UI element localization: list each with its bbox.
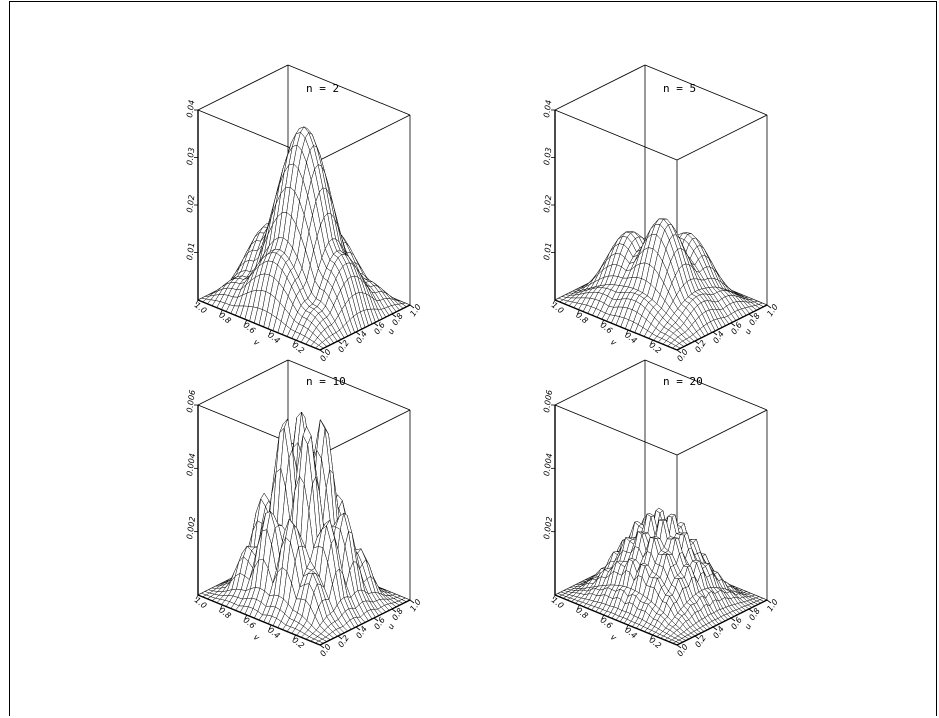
z-tick-label: 0.002 (185, 516, 197, 540)
box-edge (554, 359, 646, 406)
u-tick (409, 304, 415, 309)
v-tick (293, 339, 296, 345)
axis-line (197, 299, 321, 351)
z-tick-label: 0.03 (185, 147, 196, 166)
u-axis-label: u (386, 327, 396, 336)
z-tick-label: 0.01 (542, 242, 553, 261)
z-tick-label: 0.002 (542, 516, 554, 540)
surface-panel-4: n = 200.00.20.40.60.81.0u1.00.80.60.40.2… (542, 359, 780, 658)
z-tick-label: 0.006 (542, 389, 554, 413)
z-tick-label: 0.04 (185, 99, 196, 118)
surface-panel-1: n = 20.00.20.40.60.81.0u1.00.80.60.40.2v… (185, 64, 423, 363)
v-axis-label: v (609, 632, 618, 642)
u-tick (337, 340, 343, 345)
v-tick (220, 309, 223, 315)
box-edge (676, 409, 768, 456)
z-tick-label: 0.02 (542, 194, 553, 213)
z-tick-label: 0.004 (542, 453, 554, 477)
surface-mesh (554, 218, 768, 351)
axis-line (319, 304, 411, 351)
surface-panel-2: n = 50.00.20.40.60.81.0u1.00.80.60.40.2v… (542, 64, 780, 363)
u-tick (319, 349, 325, 354)
box-edge (319, 409, 411, 456)
z-tick-label: 0.006 (185, 389, 197, 413)
u-tick (391, 313, 397, 318)
v-axis-label: v (252, 632, 261, 642)
u-tick (355, 331, 361, 336)
box-edge (554, 64, 646, 111)
v-axis-label: v (609, 337, 618, 347)
z-tick-label: 0.004 (185, 453, 197, 477)
box-edge (197, 64, 289, 111)
z-tick-label: 0.02 (185, 194, 196, 213)
box-edge (676, 114, 768, 161)
u-axis-label: u (386, 622, 396, 631)
v-tick (244, 319, 248, 325)
figure-frame (9, 1, 937, 716)
z-tick-label: 0.04 (542, 99, 553, 118)
z-tick-label: 0.03 (542, 147, 553, 166)
box-edge (554, 404, 678, 456)
panel-title: n = 2 (306, 82, 339, 95)
u-tick (373, 322, 379, 327)
z-tick-label: 0.01 (185, 242, 196, 261)
panel-title: n = 5 (663, 82, 696, 95)
surface-panel-3: n = 100.00.20.40.60.81.0u1.00.80.60.40.2… (185, 359, 423, 658)
v-axis-label: v (252, 337, 261, 347)
box-edge (197, 359, 289, 406)
box-edge (287, 64, 411, 116)
box-edge (554, 109, 678, 161)
v-tick (268, 329, 272, 335)
u-axis-label: u (743, 622, 753, 631)
surface-mesh (197, 126, 411, 351)
box-edge (319, 114, 411, 161)
v-tick (195, 299, 199, 305)
u-axis-label: u (743, 327, 753, 336)
box-edge (644, 64, 768, 116)
